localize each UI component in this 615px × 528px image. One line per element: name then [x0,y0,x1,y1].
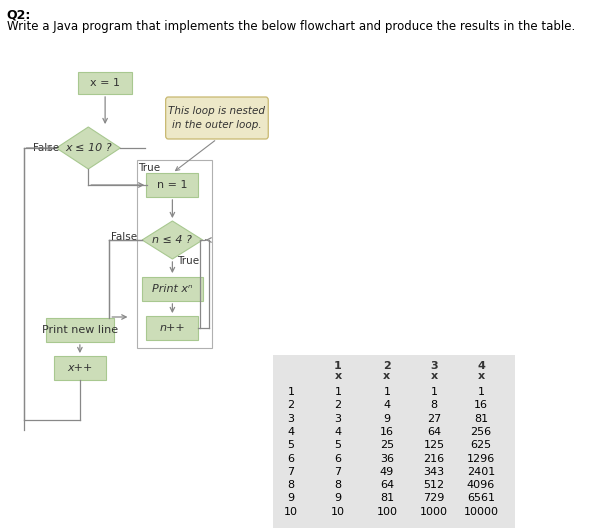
Text: 2401: 2401 [467,467,495,477]
Text: 25: 25 [380,440,394,450]
Text: 2: 2 [383,361,391,371]
Text: 1000: 1000 [420,507,448,517]
Text: 10: 10 [331,507,345,517]
Text: Print xⁿ: Print xⁿ [152,284,192,294]
FancyBboxPatch shape [146,316,199,340]
Text: 7: 7 [335,467,341,477]
Text: 9: 9 [287,493,295,503]
FancyBboxPatch shape [273,355,515,528]
Text: 4: 4 [335,427,341,437]
Text: True: True [138,163,160,173]
FancyBboxPatch shape [146,173,199,197]
Text: False: False [111,232,137,242]
Text: x++: x++ [67,363,93,373]
Text: 64: 64 [380,480,394,490]
Text: 16: 16 [380,427,394,437]
Text: 6: 6 [287,454,295,464]
FancyBboxPatch shape [54,356,106,380]
Text: 1: 1 [335,387,341,397]
Text: 100: 100 [376,507,397,517]
FancyBboxPatch shape [46,318,114,342]
Text: 10000: 10000 [464,507,499,517]
Text: 2: 2 [335,400,341,410]
Text: 36: 36 [380,454,394,464]
Text: x: x [383,371,391,381]
Text: 3: 3 [430,361,438,371]
Text: Q2:: Q2: [7,8,31,21]
Text: 4: 4 [477,361,485,371]
Text: 5: 5 [335,440,341,450]
Text: 81: 81 [474,413,488,423]
Text: 64: 64 [427,427,441,437]
FancyBboxPatch shape [78,72,132,94]
Text: This loop is nested
in the outer loop.: This loop is nested in the outer loop. [169,107,266,129]
Text: 4: 4 [287,427,295,437]
Text: x = 1: x = 1 [90,78,120,88]
Text: 5: 5 [287,440,295,450]
Text: True: True [177,256,199,266]
Text: 8: 8 [287,480,295,490]
Text: 4: 4 [383,400,391,410]
Text: n++: n++ [159,323,185,333]
Text: 8: 8 [335,480,341,490]
Text: 7: 7 [287,467,295,477]
Text: 256: 256 [470,427,491,437]
Text: 81: 81 [380,493,394,503]
Text: n ≤ 4 ?: n ≤ 4 ? [153,235,192,245]
Text: 1: 1 [287,387,295,397]
Text: 3: 3 [287,413,295,423]
Text: 9: 9 [335,493,341,503]
Polygon shape [57,127,121,169]
Text: 729: 729 [423,493,445,503]
Text: 27: 27 [427,413,441,423]
Text: x ≤ 10 ?: x ≤ 10 ? [65,143,111,153]
Text: 1: 1 [430,387,437,397]
Text: 8: 8 [430,400,437,410]
Text: 343: 343 [423,467,445,477]
Text: n = 1: n = 1 [157,180,188,190]
Text: x: x [335,371,341,381]
FancyBboxPatch shape [165,97,268,139]
Text: 125: 125 [423,440,445,450]
Text: 4096: 4096 [467,480,495,490]
Text: 49: 49 [379,467,394,477]
Text: 1: 1 [334,361,342,371]
Text: 2: 2 [287,400,295,410]
Text: 1: 1 [383,387,391,397]
Text: x: x [430,371,437,381]
Text: Write a Java program that implements the below flowchart and produce the results: Write a Java program that implements the… [7,20,575,33]
Text: Print new line: Print new line [42,325,118,335]
FancyBboxPatch shape [142,277,203,301]
Text: False: False [33,143,59,153]
Text: 1: 1 [477,387,485,397]
Text: x: x [477,371,485,381]
Text: 10: 10 [284,507,298,517]
Text: 625: 625 [470,440,491,450]
Polygon shape [142,221,203,259]
Text: 16: 16 [474,400,488,410]
Text: 512: 512 [423,480,445,490]
Text: 216: 216 [423,454,445,464]
Text: 9: 9 [383,413,391,423]
Text: 3: 3 [335,413,341,423]
Bar [137,160,212,348]
Text: 6: 6 [335,454,341,464]
Text: 1296: 1296 [467,454,495,464]
Text: 6561: 6561 [467,493,495,503]
